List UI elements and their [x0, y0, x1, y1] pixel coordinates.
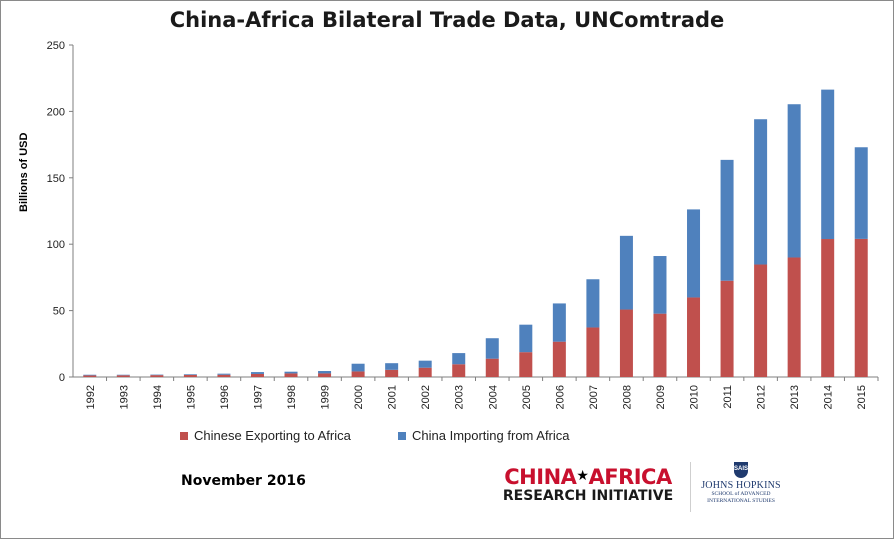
x-tick-label: 2005	[521, 385, 533, 409]
bar-exports	[854, 238, 868, 377]
jhu-name: JOHNS HOPKINS	[701, 480, 781, 491]
legend-label-imports: China Importing from Africa	[412, 428, 570, 443]
x-tick-label: 1996	[219, 385, 231, 409]
bar-exports	[586, 327, 600, 377]
bar-exports	[720, 280, 734, 377]
x-tick-label: 2013	[789, 385, 801, 409]
logo-divider	[690, 462, 691, 512]
y-tick-label: 0	[59, 372, 65, 384]
bar-exports	[318, 373, 332, 377]
bar-exports	[250, 373, 264, 377]
bar-exports	[552, 341, 566, 377]
x-tick-label: 2004	[487, 385, 499, 409]
jhu-sub-line-2: INTERNATIONAL STUDIES	[707, 497, 775, 504]
y-tick-label: 200	[47, 106, 65, 118]
legend-swatch-imports	[398, 431, 406, 440]
bar-exports	[351, 371, 365, 377]
chart-title: China-Africa Bilateral Trade Data, UNCom…	[169, 8, 725, 32]
x-tick-label: 1997	[252, 385, 264, 409]
x-tick-label: 1998	[286, 385, 298, 409]
bar-imports	[452, 353, 466, 365]
bar-imports	[485, 338, 499, 359]
x-tick-label: 1994	[152, 385, 164, 409]
x-tick-label: 2014	[823, 385, 835, 409]
x-tick-label: 2009	[655, 385, 667, 409]
bar-exports	[653, 313, 667, 377]
sais-shield-icon: SAIS	[734, 462, 748, 478]
x-tick-label: 2011	[722, 385, 734, 409]
bar-exports	[116, 375, 130, 377]
legend-label-exports: Chinese Exporting to Africa	[194, 428, 351, 443]
bar-imports	[754, 119, 768, 265]
x-tick-label: 1995	[185, 385, 197, 409]
bar-imports	[519, 324, 533, 353]
bar-exports	[787, 257, 801, 377]
bar-exports	[385, 369, 399, 377]
bar-exports	[217, 374, 231, 377]
x-tick-label: 2003	[454, 385, 466, 409]
publication-date: November 2016	[181, 473, 306, 489]
x-tick-label: 2001	[387, 385, 399, 409]
bar-imports	[787, 104, 801, 258]
bar-imports	[720, 159, 734, 281]
x-tick-label: 2012	[756, 385, 768, 409]
legend-item-exports: Chinese Exporting to Africa	[180, 428, 351, 443]
bar-imports	[687, 209, 701, 298]
x-tick-label: 2000	[353, 385, 365, 409]
bar-exports	[284, 373, 298, 377]
bar-imports	[183, 374, 197, 375]
x-tick-label: 1993	[118, 385, 130, 409]
bar-exports	[452, 364, 466, 377]
bar-exports	[485, 358, 499, 377]
logo-text-china: CHINA	[504, 465, 577, 489]
bar-imports	[351, 363, 365, 372]
bar-imports	[619, 235, 633, 310]
bar-exports	[754, 264, 768, 377]
bar-imports	[385, 363, 399, 370]
bar-imports	[854, 147, 868, 239]
bar-imports	[552, 303, 566, 342]
bar-imports	[83, 374, 97, 376]
bar-imports	[217, 373, 231, 375]
x-tick-label: 1992	[85, 385, 97, 409]
bar-imports	[318, 371, 332, 374]
y-tick-label: 50	[53, 306, 65, 318]
x-tick-label: 1999	[320, 385, 332, 409]
x-tick-label: 2006	[554, 385, 566, 409]
x-tick-label: 2010	[689, 385, 701, 409]
y-tick-label: 150	[47, 173, 65, 185]
x-tick-label: 2008	[621, 385, 633, 409]
bar-exports	[619, 309, 633, 377]
bar-exports	[150, 375, 164, 377]
bar-exports	[821, 239, 835, 377]
bar-imports	[250, 372, 264, 374]
bar-imports	[586, 279, 600, 328]
bar-imports	[150, 374, 164, 376]
bar-exports	[519, 352, 533, 377]
bar-exports	[183, 374, 197, 377]
bar-imports	[821, 89, 835, 240]
legend-swatch-exports	[180, 431, 188, 440]
bar-exports	[83, 375, 97, 377]
bar-imports	[284, 371, 298, 374]
jhu-sub-line-1: SCHOOL of ADVANCED	[711, 491, 771, 497]
china-africa-research-initiative-logo: CHINA★AFRICA RESEARCH INITIATIVE	[493, 466, 683, 505]
y-tick-label: 100	[47, 239, 65, 251]
bar-imports	[653, 256, 667, 314]
bar-imports	[418, 360, 432, 368]
y-tick-label: 250	[47, 40, 65, 52]
bar-imports	[116, 374, 130, 376]
bar-exports	[418, 367, 432, 377]
legend-item-imports: China Importing from Africa	[398, 428, 570, 443]
x-tick-label: 2007	[588, 385, 600, 409]
x-tick-label: 2015	[856, 385, 868, 409]
x-tick-label: 2002	[420, 385, 432, 409]
logo-text-africa: AFRICA	[588, 465, 672, 489]
bar-exports	[687, 297, 701, 377]
johns-hopkins-sais-logo: SAIS JOHNS HOPKINS SCHOOL of ADVANCED IN…	[700, 462, 782, 504]
logo-text-research-initiative: RESEARCH INITIATIVE	[502, 488, 674, 504]
star-icon: ★	[576, 468, 589, 484]
